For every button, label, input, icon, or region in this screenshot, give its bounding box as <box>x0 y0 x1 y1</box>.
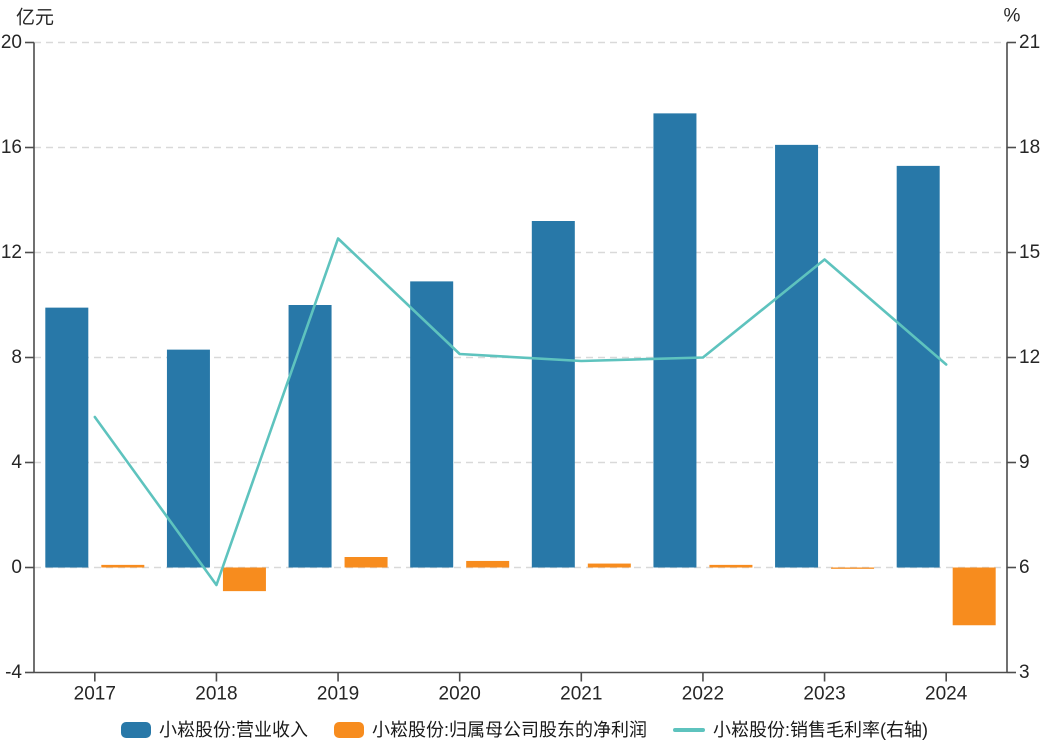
legend-label-gross-margin: 小崧股份:销售毛利率(右轴) <box>713 720 928 740</box>
x-tick-label: 2022 <box>682 684 724 705</box>
revenue-bar <box>775 144 819 568</box>
x-tick-label: 2024 <box>925 684 968 705</box>
net-profit-bar <box>344 557 388 568</box>
net-profit-bar <box>466 560 510 568</box>
left-axis-unit: 亿元 <box>16 7 54 29</box>
net-profit-bar <box>222 567 266 592</box>
legend-label-revenue: 小崧股份:营业收入 <box>158 720 308 740</box>
revenue-bar <box>288 305 332 568</box>
revenue-bar <box>166 349 210 568</box>
left-tick-label: 20 <box>1 32 22 53</box>
right-tick-label: 3 <box>1019 662 1030 683</box>
left-tick-label: 8 <box>11 347 22 368</box>
legend-item-net-profit: 小崧股份:归属母公司股东的净利润 <box>334 721 647 739</box>
right-tick-label: 21 <box>1019 32 1040 53</box>
right-tick-label: 6 <box>1019 557 1030 578</box>
revenue-bar <box>653 113 697 568</box>
revenue-bar <box>45 307 89 568</box>
gross-margin-swatch <box>673 728 705 732</box>
gross-margin-line <box>93 237 948 587</box>
right-axis-unit: % <box>1004 6 1021 27</box>
left-tick-label: 12 <box>1 242 22 263</box>
right-tick-label: 18 <box>1019 137 1040 158</box>
net-profit-bar <box>952 567 996 626</box>
right-tick-label: 15 <box>1019 242 1040 263</box>
x-tick-label: 2020 <box>439 684 481 705</box>
revenue-bar <box>531 221 575 568</box>
revenue-bar <box>896 165 940 568</box>
net-profit-swatch <box>334 722 364 738</box>
left-tick-label: 16 <box>1 137 22 158</box>
legend-item-gross-margin: 小崧股份:销售毛利率(右轴) <box>673 721 928 739</box>
revenue-bar <box>410 281 454 568</box>
x-tick-label: 2017 <box>74 684 116 705</box>
chart-canvas: 20 16 12 8 4 0 -4 21 18 15 12 9 6 3 2017 2018 2019 2020 20… <box>1 6 1040 705</box>
x-tick-label: 2018 <box>195 684 237 705</box>
net-profit-bar <box>709 564 753 568</box>
right-tick-label: 12 <box>1019 347 1040 368</box>
chart-legend: 小崧股份:营业收入 小崧股份:归属母公司股东的净利润 小崧股份:销售毛利率(右轴… <box>0 721 1049 739</box>
x-tick-label: 2019 <box>317 684 359 705</box>
x-tick-label: 2023 <box>803 684 845 705</box>
net-profit-bar <box>587 563 631 568</box>
revenue-swatch <box>120 722 151 738</box>
net-profit-bar <box>831 567 875 569</box>
left-tick-label: 4 <box>11 452 22 473</box>
right-tick-label: 9 <box>1019 452 1030 473</box>
legend-label-net-profit: 小崧股份:归属母公司股东的净利润 <box>372 720 647 740</box>
left-tick-label: -4 <box>5 662 22 683</box>
x-tick-label: 2021 <box>560 684 602 705</box>
legend-item-revenue: 小崧股份:营业收入 <box>120 720 308 740</box>
left-tick-label: 0 <box>11 557 22 578</box>
net-profit-bar <box>101 564 145 568</box>
